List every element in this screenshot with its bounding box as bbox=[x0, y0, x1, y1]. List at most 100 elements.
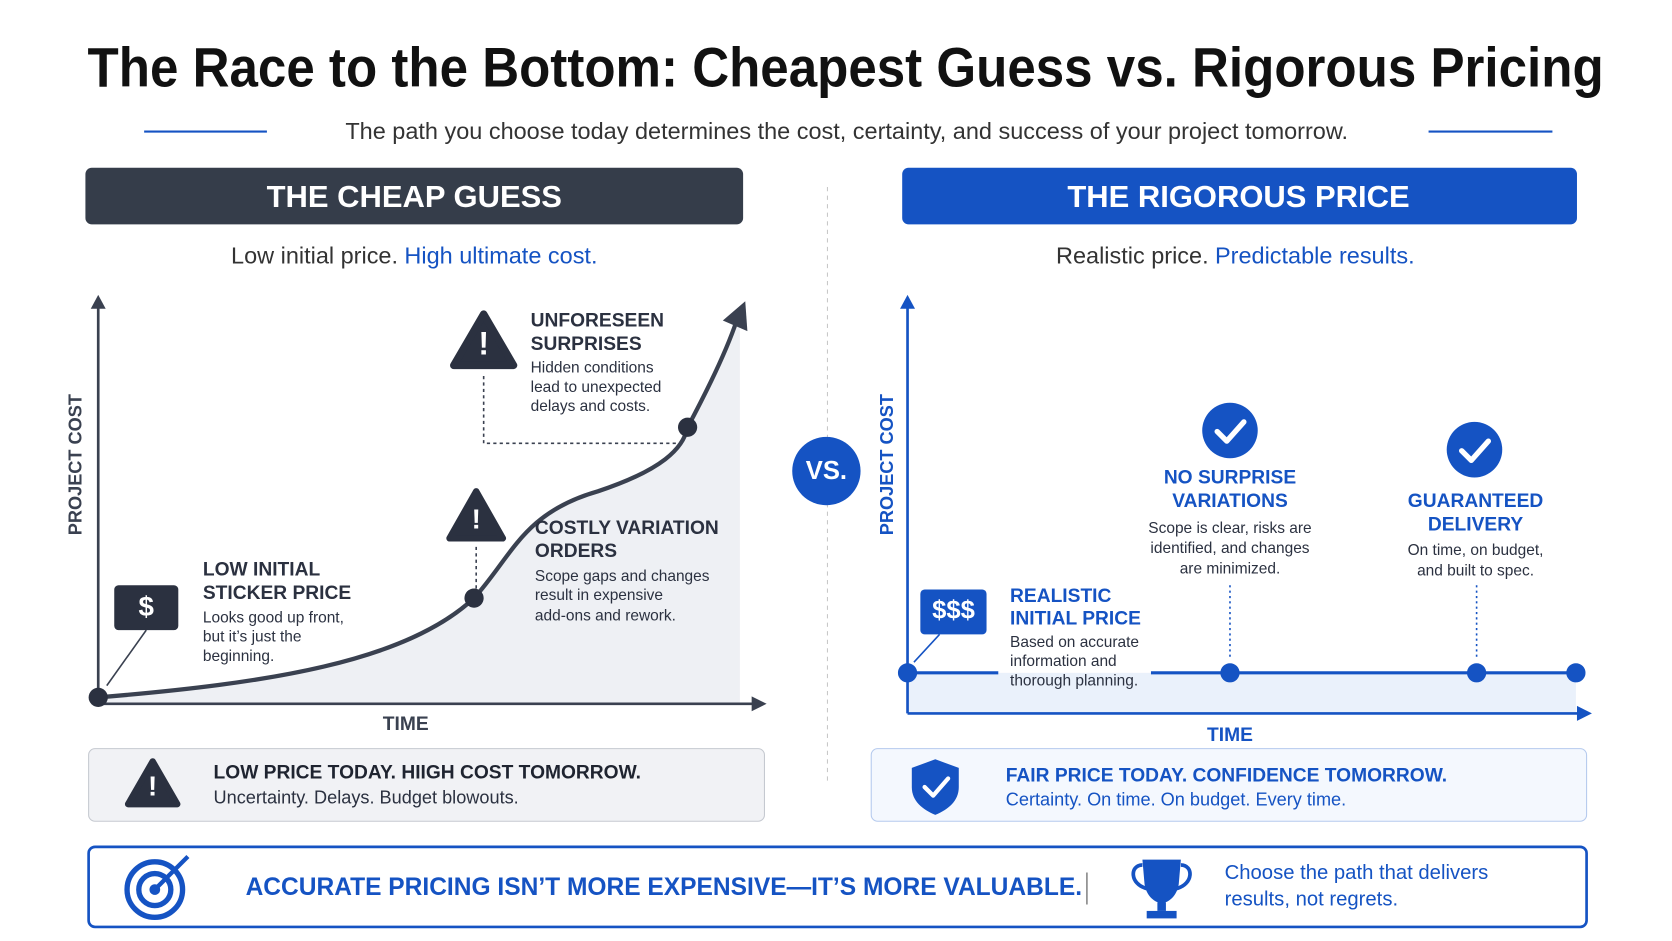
line-point bbox=[1467, 663, 1487, 683]
connector bbox=[913, 633, 941, 663]
trophy-icon bbox=[1131, 859, 1192, 919]
callout-body: result in expensive bbox=[535, 587, 663, 604]
callout-title: INITIAL PRICE bbox=[1010, 609, 1141, 630]
check-mark bbox=[1458, 438, 1492, 464]
curve-point bbox=[88, 687, 108, 707]
footer-closing: results, not regrets. bbox=[1225, 889, 1398, 911]
footer-box bbox=[87, 845, 1588, 929]
callout-low-price: LOW INITIAL STICKER PRICE Looks good up … bbox=[203, 559, 352, 664]
curve-arrow bbox=[722, 301, 748, 332]
callout-body: are minimized. bbox=[1180, 560, 1281, 577]
callout-title: LOW INITIAL bbox=[203, 559, 321, 580]
left-heading-bar bbox=[85, 167, 744, 225]
right-tagline: Realistic price. Predictable results. bbox=[1056, 243, 1415, 269]
callout-body: Hidden conditions bbox=[531, 360, 654, 377]
warning-glyph: ! bbox=[478, 326, 489, 362]
vs-badge bbox=[792, 436, 861, 506]
check-icon bbox=[1202, 402, 1258, 459]
shield-icon bbox=[911, 759, 959, 815]
axis-arrow bbox=[751, 696, 767, 712]
title: The Race to the Bottom: Cheapest Guess v… bbox=[88, 36, 1604, 98]
right-heading: THE RIGOROUS PRICE bbox=[1067, 179, 1409, 214]
shield-check bbox=[922, 776, 951, 798]
callout-body: thorough planning. bbox=[1010, 672, 1138, 689]
vs-label: VS. bbox=[806, 457, 847, 485]
callout-body: delays and costs. bbox=[531, 398, 651, 415]
trophy-cup bbox=[1142, 859, 1181, 904]
summary-title: FAIR PRICE TODAY. CONFIDENCE TOMORROW. bbox=[1006, 765, 1447, 786]
callout-body: but it’s just the bbox=[203, 629, 302, 646]
price-icon-box bbox=[920, 589, 987, 635]
subtitle: The path you choose today determines the… bbox=[345, 118, 1348, 144]
axis-arrow bbox=[1576, 705, 1592, 721]
summary-title: LOW PRICE TODAY. HIIGH COST TOMORROW. bbox=[214, 762, 641, 783]
line-point bbox=[1220, 663, 1240, 683]
callout-title: GUARANTEED bbox=[1408, 491, 1544, 512]
x-axis-label: TIME bbox=[1207, 725, 1253, 746]
check-icon bbox=[1446, 421, 1503, 478]
callout-title: STICKER PRICE bbox=[203, 583, 352, 604]
warning-icon bbox=[124, 758, 181, 808]
summary-body: Uncertainty. Delays. Budget blowouts. bbox=[214, 788, 519, 808]
callout-delivery: GUARANTEED DELIVERY On time, on budget, … bbox=[1408, 491, 1544, 579]
target-icon bbox=[124, 854, 190, 920]
trophy-base bbox=[1146, 910, 1177, 919]
callout-no-surprise: NO SURPRISE VARIATIONS Scope is clear, r… bbox=[1148, 468, 1311, 578]
callout-body: On time, on budget, bbox=[1408, 542, 1544, 559]
callout-title: REALISTIC bbox=[1010, 586, 1111, 607]
y-axis-label: PROJECT COST bbox=[877, 394, 897, 535]
line-point bbox=[1566, 663, 1586, 683]
left-heading: THE CHEAP GUESS bbox=[267, 179, 562, 214]
trophy-handles bbox=[1131, 863, 1192, 891]
y-axis-label: PROJECT COST bbox=[66, 394, 86, 535]
footer-closing: Choose the path that delivers bbox=[1225, 862, 1489, 884]
right-heading-bar bbox=[902, 167, 1577, 225]
warning-icon bbox=[450, 310, 518, 370]
x-axis-label: TIME bbox=[383, 714, 429, 735]
target-ring bbox=[136, 870, 174, 909]
callout-title: UNFORESEEN bbox=[531, 311, 664, 332]
curve-point bbox=[677, 417, 698, 437]
callout-title: VARIATIONS bbox=[1172, 491, 1288, 512]
callout-title: NO SURPRISE bbox=[1164, 468, 1297, 489]
callout-body: Based on accurate bbox=[1010, 634, 1139, 651]
warning-glyph: ! bbox=[472, 504, 481, 535]
callout-title: DELIVERY bbox=[1428, 515, 1524, 536]
curve-point bbox=[464, 588, 484, 608]
callout-body: lead to unexpected bbox=[531, 379, 662, 396]
callout-title: ORDERS bbox=[535, 541, 617, 562]
axis-arrow bbox=[90, 294, 106, 309]
callout-body: identified, and changes bbox=[1150, 540, 1309, 557]
callout-body: Scope is clear, risks are bbox=[1148, 520, 1311, 537]
callout-body: and built to spec. bbox=[1417, 562, 1534, 579]
callout-body: information and bbox=[1010, 653, 1117, 670]
trophy-stem bbox=[1157, 902, 1166, 911]
check-mark bbox=[1214, 419, 1247, 444]
warning-glyph: ! bbox=[148, 770, 157, 801]
axis-arrow bbox=[900, 294, 916, 309]
callout-title: COSTLY VARIATION bbox=[535, 518, 719, 539]
callout-title: SURPRISES bbox=[531, 334, 642, 355]
line-point bbox=[897, 663, 918, 683]
left-tagline: Low initial price. High ultimate cost. bbox=[231, 243, 597, 269]
callout-surprises: UNFORESEEN SURPRISES Hidden conditions l… bbox=[531, 311, 664, 415]
price-icon-box bbox=[114, 585, 179, 631]
cost-area bbox=[98, 315, 740, 704]
footer-headline: ACCURATE PRICING ISN’T MORE EXPENSIVE—IT… bbox=[246, 874, 1082, 901]
price-icon: $ bbox=[139, 591, 155, 622]
target-ring bbox=[124, 859, 186, 920]
price-icon: $$$ bbox=[932, 597, 975, 625]
left-summary-box bbox=[88, 748, 765, 822]
connector bbox=[482, 376, 680, 445]
tagline-plain: Low initial price. bbox=[231, 243, 398, 269]
tagline-emphasis: High ultimate cost. bbox=[404, 243, 597, 269]
connector bbox=[106, 629, 147, 687]
warning-icon bbox=[446, 488, 507, 542]
right-summary-box bbox=[870, 748, 1588, 822]
summary-body: Certainty. On time. On budget. Every tim… bbox=[1006, 790, 1346, 810]
callout-realistic: REALISTIC INITIAL PRICE Based on accurat… bbox=[1010, 586, 1141, 689]
tagline-plain: Realistic price. bbox=[1056, 243, 1209, 269]
